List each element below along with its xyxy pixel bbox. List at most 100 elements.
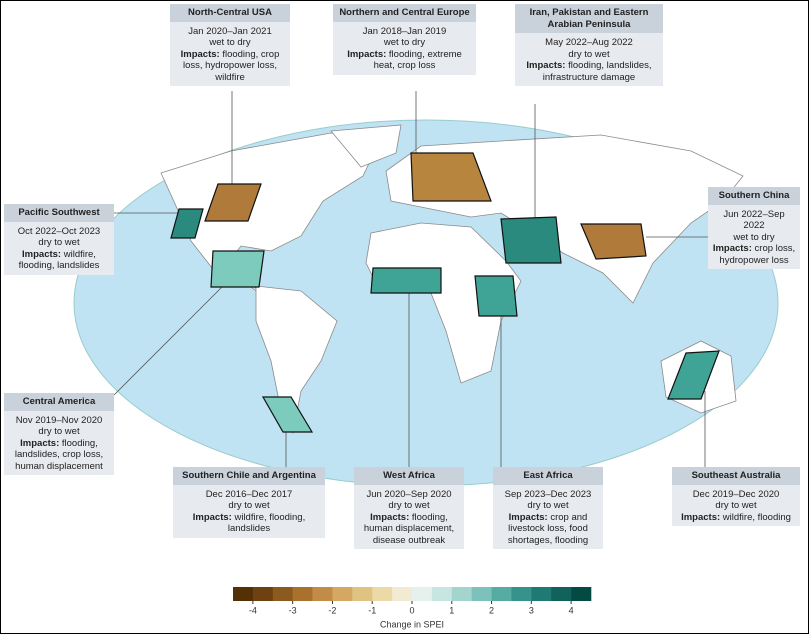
callout-box: Southern China Jun 2022–Sep 2022 wet to dr…	[708, 187, 800, 269]
region-name: Southern China	[708, 187, 800, 205]
color-swatch	[571, 587, 592, 601]
tick-label: 0	[409, 605, 414, 615]
impacts-text: crop loss, hydropower loss	[719, 243, 796, 266]
change: dry to wet	[38, 237, 80, 248]
tick-label: 3	[529, 605, 534, 615]
impacts: Impacts: wildfire, flooding	[676, 512, 796, 524]
tick-label: 4	[569, 605, 574, 615]
color-swatch	[332, 587, 353, 601]
color-swatch	[551, 587, 572, 601]
impacts-label: Impacts:	[712, 243, 752, 254]
date-range: May 2022–Aug 2022	[545, 37, 633, 48]
impacts-text: wildfire, flooding, landslides	[227, 511, 306, 535]
callout-box: Iran, Pakistan and Eastern Arabian Penin…	[515, 4, 663, 86]
tick-label: -4	[249, 605, 257, 615]
impacts-label: Impacts:	[508, 511, 548, 523]
date-range: Dec 2016–Dec 2017	[205, 488, 293, 500]
date-range: Jun 2022–Sep 2022	[723, 208, 785, 232]
date-range: Nov 2019–Nov 2020	[15, 414, 103, 426]
change: dry to wet	[527, 500, 569, 511]
impacts-text: wildfire, flooding	[722, 511, 791, 523]
color-swatch	[531, 587, 552, 601]
callout-box: West Africa Jun 2020–Sep 2020 dry to wet Im…	[354, 467, 464, 549]
callout-box: Pacific Southwest Oct 2022–Oct 2023 dry to…	[4, 204, 114, 275]
color-swatch	[372, 587, 393, 601]
change: dry to wet	[228, 500, 270, 511]
impacts: Impacts: flooding, extreme heat, crop lo…	[337, 49, 472, 72]
impacts: Impacts: flooding, landslides, infrastru…	[519, 60, 659, 83]
color-swatch	[392, 587, 413, 601]
callout-body: Jan 2020–Jan 2021 wet to dry Impacts: floo…	[170, 22, 290, 87]
impacts: Impacts: flooding, human displacement, d…	[358, 512, 460, 547]
callout-box: Southeast Australia Dec 2019–Dec 2020 dry …	[672, 467, 800, 526]
impacts: Impacts: wildfire, flooding, landslides	[177, 512, 321, 535]
change: dry to wet	[388, 500, 430, 511]
callout-body: Jan 2018–Jan 2019 wet to dry Impacts: floo…	[333, 22, 476, 75]
color-swatch	[431, 587, 453, 601]
change: wet to dry	[209, 37, 251, 48]
date-range: Dec 2019–Dec 2020	[692, 488, 780, 500]
color-swatch	[272, 587, 293, 601]
region-name: North-Central USA	[170, 4, 290, 22]
impacts-text: flooding, extreme heat, crop loss	[373, 48, 462, 72]
impacts-label: Impacts:	[192, 511, 232, 523]
impacts-text: flooding, landslides, infrastructure dam…	[542, 60, 652, 83]
callout-box: Central America Nov 2019–Nov 2020 dry to w…	[4, 393, 114, 475]
tick-label: 1	[449, 605, 454, 615]
callout-box: Southern Chile and Argentina Dec 2016–Dec…	[173, 467, 325, 538]
impacts: Impacts: flooding, landslides, crop loss…	[8, 438, 110, 473]
color-swatch	[451, 587, 472, 601]
region-name: Iran, Pakistan and Eastern Arabian Penin…	[515, 4, 663, 33]
region-name: Pacific Southwest	[4, 204, 114, 222]
callout-box: Northern and Central Europe Jan 2018–Jan …	[333, 4, 476, 75]
color-swatch	[312, 587, 333, 601]
impacts: Impacts: crop loss, hydropower loss	[712, 243, 796, 266]
region-name: East Africa	[493, 467, 603, 485]
callout-body: Sep 2023–Dec 2023 dry to wet Impacts: crop…	[493, 485, 603, 550]
region-name: Central America	[4, 393, 114, 411]
date-range: Jan 2020–Jan 2021	[188, 25, 272, 37]
change: dry to wet	[568, 48, 610, 60]
impacts-text: flooding, landslides, crop loss, human d…	[14, 437, 104, 472]
callout-body: Nov 2019–Nov 2020 dry to wet Impacts: floo…	[4, 411, 114, 476]
impacts: Impacts: flooding, crop loss, hydropower…	[174, 49, 286, 84]
date-range: Oct 2022–Oct 2023	[17, 225, 101, 237]
impacts-label: Impacts:	[370, 511, 410, 523]
impacts-text: crop and livestock loss, food shortages,…	[507, 511, 589, 546]
color-swatch	[491, 587, 512, 601]
impacts-text: flooding, crop loss, hydropower loss, wi…	[183, 48, 280, 83]
color-swatch	[471, 587, 492, 601]
impacts-label: Impacts:	[20, 437, 60, 449]
callout-body: Jun 2022–Sep 2022 wet to dry Impacts: crop…	[708, 205, 800, 270]
colorbar-label: Change in SPEI	[380, 619, 444, 629]
callout-body: Dec 2019–Dec 2020 dry to wet Impacts: wild…	[672, 485, 800, 527]
impacts-label: Impacts:	[22, 248, 62, 260]
impacts-label: Impacts:	[347, 48, 387, 60]
change: dry to wet	[38, 426, 80, 437]
callout-body: May 2022–Aug 2022 dry to wet Impacts: floo…	[515, 33, 663, 86]
region-name: Northern and Central Europe	[333, 4, 476, 22]
color-swatch	[412, 587, 433, 601]
callout-body: Jun 2020–Sep 2020 dry to wet Impacts: floo…	[354, 485, 464, 550]
callout-body: Oct 2022–Oct 2023 dry to wet Impacts: wild…	[4, 222, 114, 275]
connectors	[113, 91, 708, 467]
tick-label: 2	[489, 605, 494, 615]
impacts-label: Impacts:	[681, 511, 721, 523]
impacts-label: Impacts:	[180, 48, 220, 60]
change: dry to wet	[715, 500, 757, 511]
impacts: Impacts: crop and livestock loss, food s…	[497, 512, 599, 547]
impacts-text: flooding, human displacement, disease ou…	[363, 511, 455, 546]
callout-body: Dec 2016–Dec 2017 dry to wet Impacts: wild…	[173, 485, 325, 538]
impacts-text: wildfire, flooding, landslides	[18, 248, 100, 272]
impacts: Impacts: wildfire, flooding, landslides	[8, 249, 110, 272]
date-range: Jun 2020–Sep 2020	[366, 488, 452, 500]
region-name: West Africa	[354, 467, 464, 485]
color-swatch	[292, 587, 313, 601]
region-name: Southeast Australia	[672, 467, 800, 485]
color-swatch	[352, 587, 373, 601]
color-swatch	[233, 587, 254, 601]
date-range: Jan 2018–Jan 2019	[362, 25, 447, 37]
callout-box: East Africa Sep 2023–Dec 2023 dry to wet Im…	[493, 467, 603, 549]
